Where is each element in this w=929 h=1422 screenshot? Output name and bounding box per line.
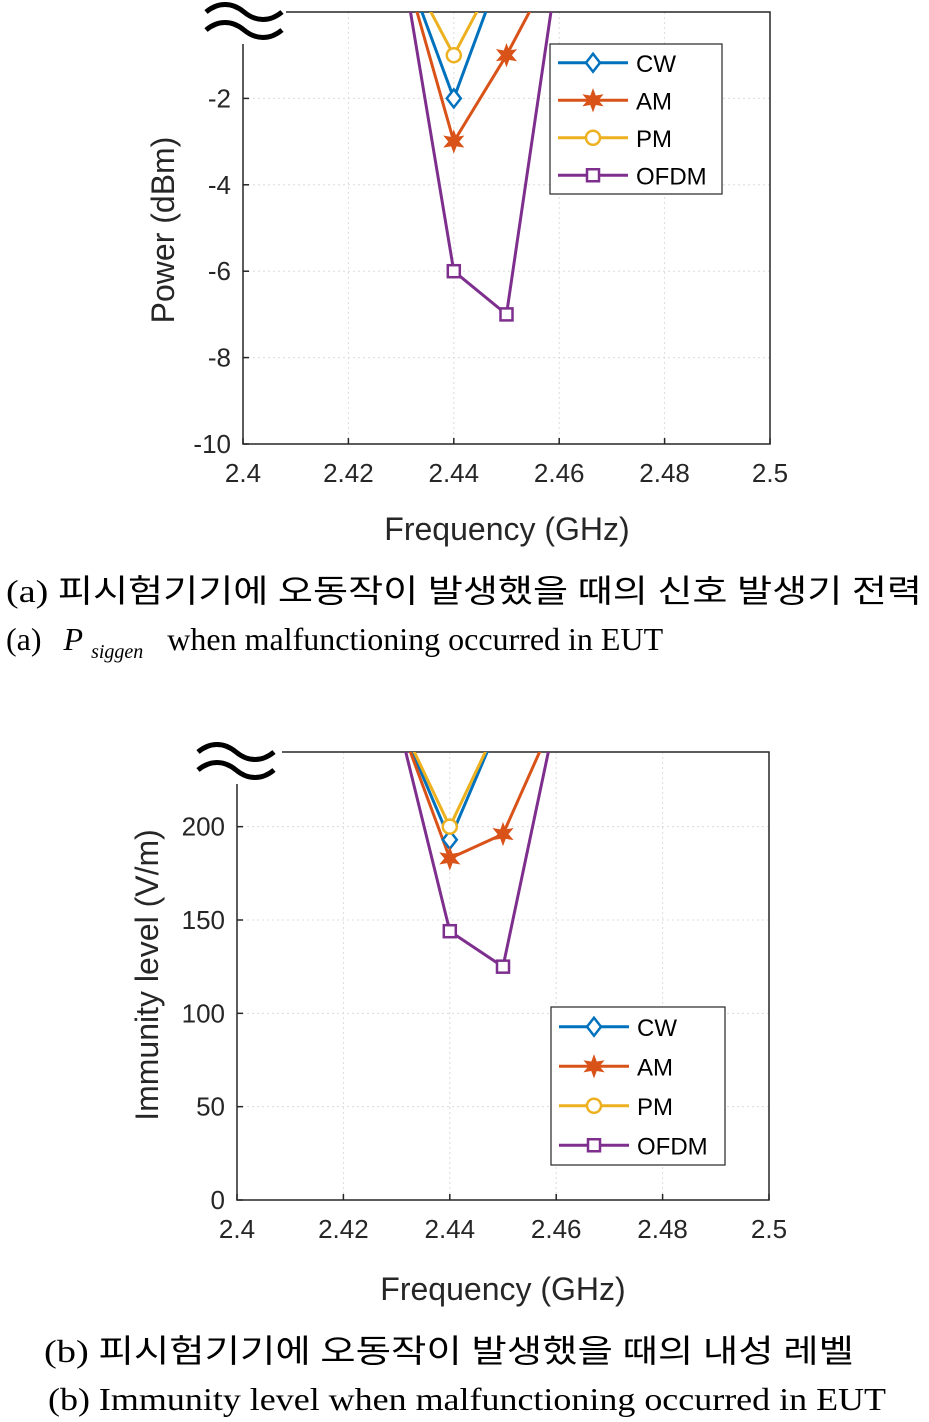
chart-a-y-tick-label: -6 xyxy=(208,256,231,286)
chart-b-legend-item-pm: PM xyxy=(559,1094,673,1121)
chart-a-y-tick-label: -8 xyxy=(208,343,231,373)
chart-a-y-tick-label: -10 xyxy=(193,429,231,459)
chart-a-legend-box xyxy=(549,43,723,195)
chart-a-legend-item-pm: PM xyxy=(558,126,672,153)
chart-a-y-ticks: -2 -4 -6 -8 -10 xyxy=(193,83,249,459)
chart-a-series-am-line xyxy=(415,12,532,144)
chart-b-xlabel: Frequency (GHz) xyxy=(380,1271,625,1307)
axis-break-icon xyxy=(200,0,286,44)
chart-b-series-am-line xyxy=(408,752,542,860)
chart-a-legend-label: OFDM xyxy=(636,163,707,190)
chart-a-axes-box xyxy=(242,11,771,445)
chart-a-legend-item-am: AM xyxy=(558,88,672,115)
chart-b-x-tick-label: 2.4 xyxy=(219,1214,255,1244)
chart-a-legend-item-ofdm: OFDM xyxy=(558,163,707,190)
chart-b-y-tick-label: 200 xyxy=(182,812,225,842)
chart-b-ofdm-marker xyxy=(442,923,458,939)
chart-b-x-ticks: 2.4 2.42 2.44 2.46 2.48 2.5 xyxy=(219,1194,787,1244)
chart-b-y-tick-label: 50 xyxy=(196,1092,225,1122)
chart-a-ylabel: Power (dBm) xyxy=(145,137,181,324)
chart-b-x-tick-label: 2.48 xyxy=(637,1214,688,1244)
axis-break-icon xyxy=(192,738,282,784)
chart-a-legend-marker xyxy=(584,51,602,74)
chart-a-pm-marker xyxy=(445,46,463,64)
caption-a-subscript: siggen xyxy=(91,641,143,663)
chart-a-legend-label: CW xyxy=(636,51,676,78)
caption-a-prefix: (a) xyxy=(6,621,42,657)
chart-b-axes-box xyxy=(236,751,770,1201)
chart-a-x-tick-label: 2.48 xyxy=(639,458,690,488)
chart-a: 2.4 2.42 2.44 2.46 2.48 2.5 -2 -4 -6 -8 -10 Frequ… xyxy=(6,0,922,665)
chart-a-am-marker xyxy=(495,43,518,68)
chart-a-x-tick-label: 2.44 xyxy=(428,458,479,488)
chart-b-legend: CW AM PM OFDM xyxy=(550,1006,726,1166)
chart-b-x-tick-label: 2.44 xyxy=(424,1214,475,1244)
chart-a-x-tick-label: 2.5 xyxy=(752,458,788,488)
chart-b: 2.4 2.42 2.44 2.46 2.48 2.5 0 50 100 150 200 Freq… xyxy=(44,738,887,1417)
chart-b-am-marker xyxy=(492,821,514,847)
chart-b-pm-marker xyxy=(441,818,459,835)
chart-b-y-tick-label: 0 xyxy=(211,1185,225,1215)
chart-b-legend-item-ofdm: OFDM xyxy=(559,1133,708,1160)
chart-b-legend-marker xyxy=(585,1015,603,1038)
chart-a-legend-marker xyxy=(584,129,602,146)
chart-b-legend-marker xyxy=(586,1138,602,1153)
chart-a-legend-label: PM xyxy=(636,126,672,153)
chart-a-cw-marker xyxy=(445,87,463,110)
chart-b-legend-label: OFDM xyxy=(637,1133,708,1160)
chart-a-legend: CW AM PM OFDM xyxy=(549,43,723,195)
chart-b-ofdm-marker xyxy=(495,959,511,974)
chart-b-legend-marker xyxy=(585,1097,603,1114)
chart-a-series xyxy=(408,12,553,316)
chart-b-y-tick-label: 150 xyxy=(182,905,225,935)
chart-a-markers xyxy=(443,43,518,322)
chart-a-x-tick-label: 2.4 xyxy=(225,458,261,488)
chart-b-am-marker xyxy=(439,846,461,871)
chart-a-legend-marker xyxy=(582,88,604,113)
chart-b-legend-label: AM xyxy=(637,1054,673,1081)
chart-a-x-ticks: 2.4 2.42 2.44 2.46 2.48 2.5 xyxy=(225,438,788,488)
chart-b-legend-item-cw: CW xyxy=(559,1015,677,1042)
chart-a-series-ofdm-line xyxy=(408,12,553,316)
chart-a-ofdm-marker xyxy=(446,263,462,279)
chart-b-series-pm-line xyxy=(412,752,487,829)
chart-b-series-ofdm-line xyxy=(404,752,550,969)
chart-a-am-marker xyxy=(443,129,465,154)
chart-b-ylabel: Immunity level (V/m) xyxy=(129,829,165,1121)
chart-b-legend-box xyxy=(550,1006,726,1166)
chart-a-legend-item-cw: CW xyxy=(558,51,676,78)
chart-a-y-tick-label: -2 xyxy=(208,83,231,113)
chart-b-x-tick-label: 2.46 xyxy=(531,1214,582,1244)
chart-b-legend-item-am: AM xyxy=(559,1054,673,1081)
caption-b-english: (b) Immunity level when malfunctioning o… xyxy=(48,1381,887,1417)
chart-a-xlabel: Frequency (GHz) xyxy=(384,511,629,547)
chart-b-legend-label: CW xyxy=(637,1015,677,1042)
chart-b-y-ticks: 0 50 100 150 200 xyxy=(182,812,243,1215)
chart-a-x-tick-label: 2.46 xyxy=(534,458,585,488)
chart-a-legend-marker xyxy=(585,168,601,183)
chart-a-x-tick-label: 2.42 xyxy=(323,458,374,488)
chart-a-legend-label: AM xyxy=(636,88,672,115)
caption-a-symbol: P xyxy=(63,621,84,657)
caption-a-korean: (a) 피시험기기에 오동작이 발생했을 때의 신호 발생기 전력 xyxy=(6,573,922,609)
chart-b-legend-label: PM xyxy=(637,1094,673,1121)
caption-a-rest: when malfunctioning occurred in EUT xyxy=(167,621,663,657)
chart-b-x-tick-label: 2.42 xyxy=(318,1214,369,1244)
chart-a-y-tick-label: -4 xyxy=(208,170,231,200)
chart-b-y-tick-label: 100 xyxy=(182,998,225,1028)
chart-b-legend-marker xyxy=(583,1054,605,1079)
caption-a-english: (a) P siggen when malfunctioning occurre… xyxy=(6,621,664,665)
chart-b-markers xyxy=(439,818,514,974)
chart-b-x-tick-label: 2.5 xyxy=(751,1214,787,1244)
caption-b-korean: (b) 피시험기기에 오동작이 발생했을 때의 내성 레벨 xyxy=(44,1333,854,1369)
chart-a-ofdm-marker xyxy=(499,307,514,322)
